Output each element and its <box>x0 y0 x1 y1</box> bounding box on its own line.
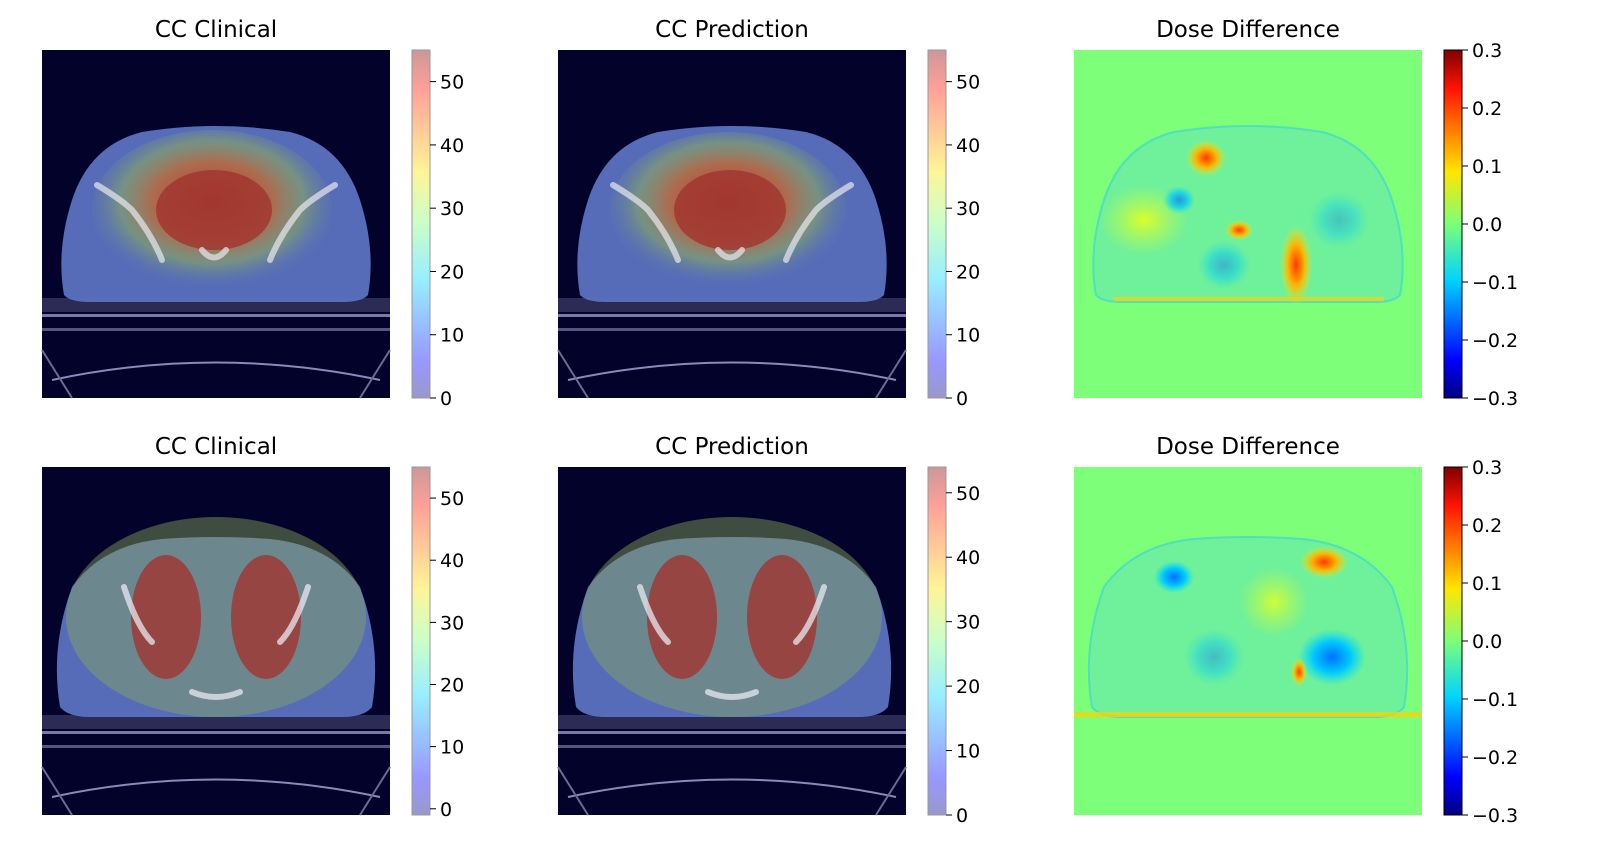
colorbar-tick-label: 0.1 <box>1472 573 1502 595</box>
panel-title: CC Clinical <box>155 434 277 460</box>
ct-dose-image <box>41 467 391 816</box>
colorbar-strip <box>927 49 947 399</box>
colorbar-tick-label: −0.1 <box>1472 689 1518 711</box>
colorbar-tick-label: −0.3 <box>1472 805 1518 827</box>
pelvic-bone <box>121 584 311 700</box>
colorbar-tick-label: 0.2 <box>1472 98 1502 120</box>
panel-3: Dose Difference −0.3 −0.2 −0.1 0.0 0.1 0.2 0.3 <box>1074 17 1518 410</box>
colorbar: 0 10 20 30 40 50 <box>411 466 464 821</box>
colorbar-tick-label: −0.2 <box>1472 747 1518 769</box>
panel-4: CC Clinical 0 10 20 30 40 50 <box>41 434 464 821</box>
colorbar-tick-label: 30 <box>956 612 980 634</box>
ct-dose-image <box>557 467 907 816</box>
panel-title: CC Prediction <box>655 17 809 43</box>
dose-difference-map <box>1074 467 1422 815</box>
colorbar-tick-label: 0 <box>440 799 452 821</box>
colorbar-tick-label: 0 <box>956 805 968 827</box>
ct-dose-image <box>41 50 391 399</box>
colorbar-tick-label: 0.0 <box>1472 214 1502 236</box>
colorbar-tick-label: 50 <box>956 72 980 94</box>
colorbar-tick-label: 10 <box>440 737 464 759</box>
colorbar-tick-label: 0.1 <box>1472 156 1502 178</box>
colorbar-tick-label: 40 <box>956 135 980 157</box>
colorbar-tick-label: −0.1 <box>1472 272 1518 294</box>
colorbar-tick-label: 0.3 <box>1472 40 1502 62</box>
colorbar-tick-label: 30 <box>440 198 464 220</box>
colorbar-tick-label: 40 <box>956 547 980 569</box>
panel-title: Dose Difference <box>1156 434 1340 460</box>
colorbar-tick-label: 40 <box>440 135 464 157</box>
colorbar-tick-label: 30 <box>440 612 464 634</box>
colorbar-tick-label: 40 <box>440 550 464 572</box>
colorbar-strip <box>927 466 947 816</box>
colorbar-tick-label: 0 <box>956 388 968 410</box>
colorbar-tick-label: 30 <box>956 198 980 220</box>
colorbar: 0 10 20 30 40 50 <box>927 49 980 410</box>
colorbar-tick-label: 0 <box>440 388 452 410</box>
body-outline <box>572 537 892 717</box>
colorbar-tick-label: 0.3 <box>1472 457 1502 479</box>
colorbar-tick-label: 10 <box>440 325 464 347</box>
colorbar-tick-label: 50 <box>956 483 980 505</box>
colorbar-strip <box>411 49 431 399</box>
dose-difference-map <box>1074 50 1422 398</box>
colorbar-tick-label: 20 <box>440 675 464 697</box>
colorbar-tick-label: 0.2 <box>1472 515 1502 537</box>
colorbar: −0.3 −0.2 −0.1 0.0 0.1 0.2 0.3 <box>1443 40 1518 410</box>
colorbar-tick-label: 10 <box>956 741 980 763</box>
colorbar-strip <box>1443 466 1463 816</box>
panel-title: CC Prediction <box>655 434 809 460</box>
colorbar-tick-label: −0.3 <box>1472 388 1518 410</box>
colorbar: −0.3 −0.2 −0.1 0.0 0.1 0.2 0.3 <box>1443 457 1518 827</box>
panel-5: CC Prediction 0 10 20 30 40 50 <box>557 434 980 827</box>
colorbar: 0 10 20 30 40 50 <box>411 49 464 410</box>
panel-2: CC Prediction 0 10 20 30 40 50 <box>557 17 980 410</box>
colorbar-tick-label: 0.0 <box>1472 631 1502 653</box>
pelvic-bone <box>637 584 827 700</box>
panel-1: CC Clinical 0 10 20 30 40 50 <box>41 17 464 410</box>
ct-dose-image <box>557 50 907 399</box>
colorbar-tick-label: 20 <box>956 676 980 698</box>
colorbar-strip <box>1443 49 1463 399</box>
pelvic-bone <box>94 182 338 263</box>
pelvic-bone <box>610 182 854 263</box>
panel-title: CC Clinical <box>155 17 277 43</box>
colorbar: 0 10 20 30 40 50 <box>927 466 980 827</box>
colorbar-tick-label: 20 <box>440 261 464 283</box>
ct-table <box>557 715 907 816</box>
colorbar-tick-label: −0.2 <box>1472 330 1518 352</box>
panel-title: Dose Difference <box>1156 17 1340 43</box>
colorbar-tick-label: 50 <box>440 488 464 510</box>
colorbar-strip <box>411 466 431 816</box>
colorbar-tick-label: 50 <box>440 72 464 94</box>
panel-6: Dose Difference −0.3 −0.2 −0.1 0.0 0.1 0.2 0.3 <box>1074 434 1518 827</box>
ct-table <box>41 715 391 816</box>
colorbar-tick-label: 10 <box>956 325 980 347</box>
body-outline <box>56 537 376 717</box>
colorbar-tick-label: 20 <box>956 261 980 283</box>
